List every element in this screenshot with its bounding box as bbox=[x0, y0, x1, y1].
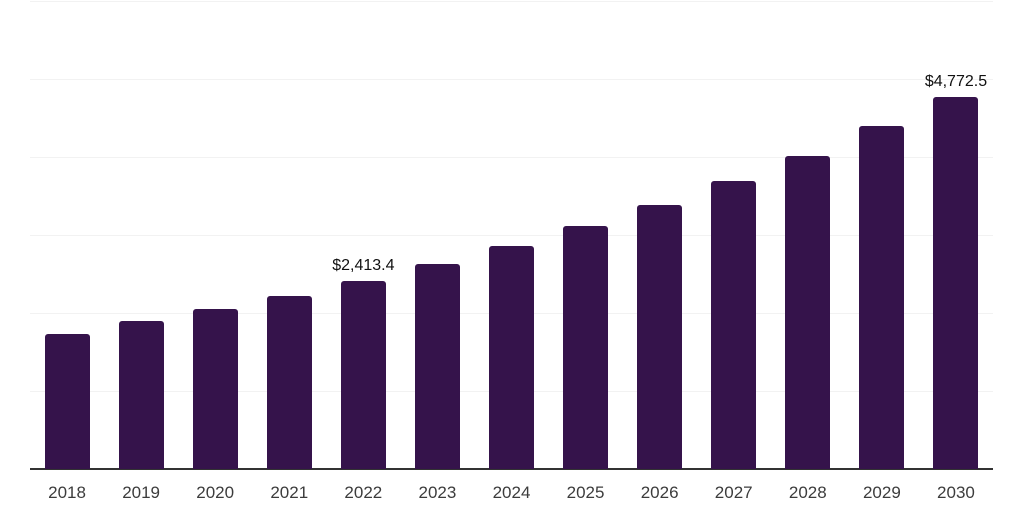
x-tick-label-2018: 2018 bbox=[48, 483, 86, 502]
bar-2025 bbox=[563, 225, 609, 469]
bar-2022 bbox=[340, 280, 386, 469]
x-tick-label-2019: 2019 bbox=[122, 483, 161, 502]
gridline bbox=[30, 235, 993, 236]
x-tick-label-2027: 2027 bbox=[714, 483, 753, 502]
bar-2030 bbox=[933, 96, 979, 469]
x-tick-label-2028: 2028 bbox=[788, 483, 827, 502]
gridline bbox=[30, 79, 993, 80]
bar-2019 bbox=[118, 320, 164, 469]
x-tick-label-2023: 2023 bbox=[418, 483, 457, 502]
x-tick-label-2026: 2026 bbox=[640, 483, 679, 502]
plot-area: $2,413.4 $4,772.5 bbox=[30, 1, 993, 470]
value-label-2022: $2,413.4 bbox=[332, 256, 395, 274]
bar-2026 bbox=[637, 204, 683, 469]
bar-2023 bbox=[414, 263, 460, 469]
x-tick-label-2025: 2025 bbox=[566, 483, 605, 502]
bar-2024 bbox=[489, 245, 534, 469]
x-tick-label-2024: 2024 bbox=[492, 483, 531, 502]
bar-2028 bbox=[785, 155, 831, 469]
bar-2021 bbox=[266, 295, 312, 469]
x-axis-line bbox=[30, 468, 993, 470]
x-tick-label-2029: 2029 bbox=[862, 483, 901, 502]
x-tick-label-2020: 2020 bbox=[196, 483, 235, 502]
x-tick-label-2022: 2022 bbox=[344, 483, 383, 502]
x-tick-label-2021: 2021 bbox=[270, 483, 309, 502]
value-label-2030: $4,772.5 bbox=[924, 72, 988, 90]
gridline bbox=[30, 157, 993, 158]
gridline bbox=[30, 1, 993, 2]
bar-2020 bbox=[192, 308, 238, 469]
x-tick-label-2030: 2030 bbox=[937, 483, 975, 502]
bar-2018 bbox=[44, 333, 90, 469]
bar-2029 bbox=[859, 125, 905, 469]
bar-2027 bbox=[711, 180, 757, 469]
